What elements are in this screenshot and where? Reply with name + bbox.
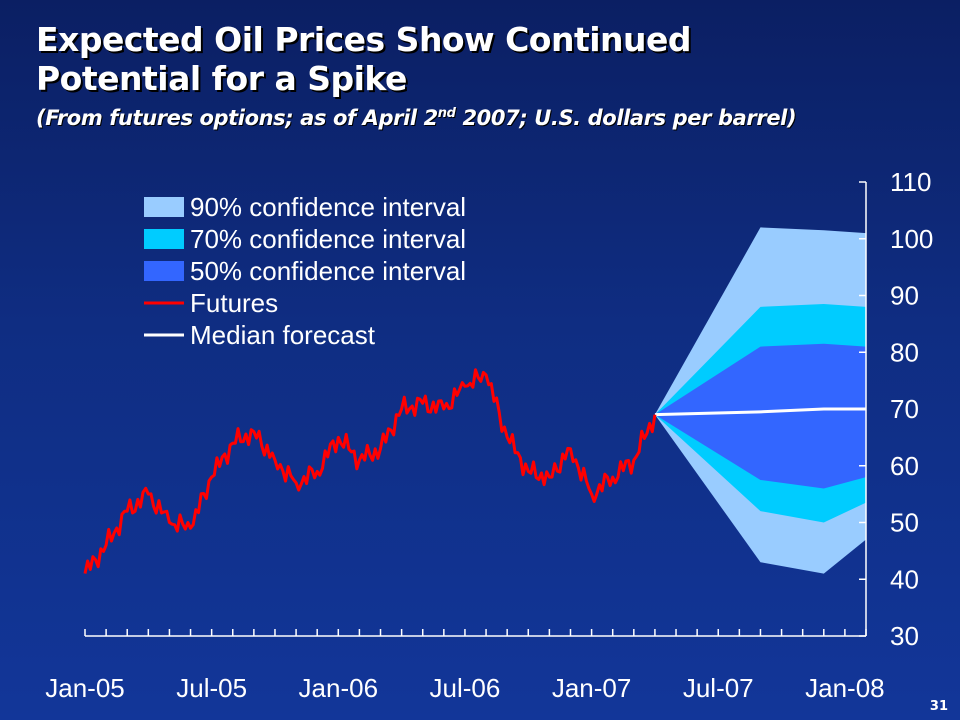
y-tick-label: 40 — [890, 564, 919, 594]
futures-line — [83, 368, 657, 574]
x-tick-label: Jan-07 — [552, 673, 632, 703]
x-tick-label: Jan-05 — [45, 673, 125, 703]
y-tick-label: 60 — [890, 451, 919, 481]
x-tick-label: Jul-06 — [430, 673, 501, 703]
legend-label-futures: Futures — [190, 288, 278, 318]
subtitle-text-pre: (From futures options; as of April 2 — [36, 106, 438, 130]
title-line-1: Expected Oil Prices Show Continued — [36, 20, 692, 59]
y-tick-label: 30 — [890, 621, 919, 651]
legend-label-ci90: 90% confidence interval — [190, 192, 466, 222]
x-tick-label: Jul-05 — [176, 673, 247, 703]
y-tick-label: 100 — [890, 224, 933, 254]
legend-swatch-ci70 — [144, 229, 184, 249]
chart-subtitle: (From futures options; as of April 2nd 2… — [36, 106, 797, 130]
legend-swatch-ci50 — [144, 261, 184, 281]
subtitle-superscript: nd — [437, 106, 456, 121]
subtitle-text-post: 2007; U.S. dollars per barrel) — [455, 106, 797, 130]
legend-label-ci50: 50% confidence interval — [190, 256, 466, 286]
legend-label-median: Median forecast — [190, 320, 376, 350]
y-tick-label: 80 — [890, 337, 919, 367]
confidence-band-50 — [654, 343, 866, 489]
page-number: 31 — [929, 699, 948, 714]
y-tick-label: 90 — [890, 281, 919, 311]
chart-title: Expected Oil Prices Show Continued Poten… — [36, 20, 692, 98]
y-tick-label: 110 — [890, 167, 931, 197]
legend-swatch-ci90 — [144, 197, 184, 217]
x-tick-label: Jan-08 — [805, 673, 885, 703]
title-line-2: Potential for a Spike — [36, 59, 407, 98]
x-tick-label: Jan-06 — [299, 673, 379, 703]
y-tick-label: 70 — [890, 394, 919, 424]
legend-label-ci70: 70% confidence interval — [190, 224, 466, 254]
x-tick-label: Jul-07 — [683, 673, 754, 703]
y-tick-label: 50 — [890, 508, 919, 538]
median-forecast-line — [654, 407, 866, 417]
